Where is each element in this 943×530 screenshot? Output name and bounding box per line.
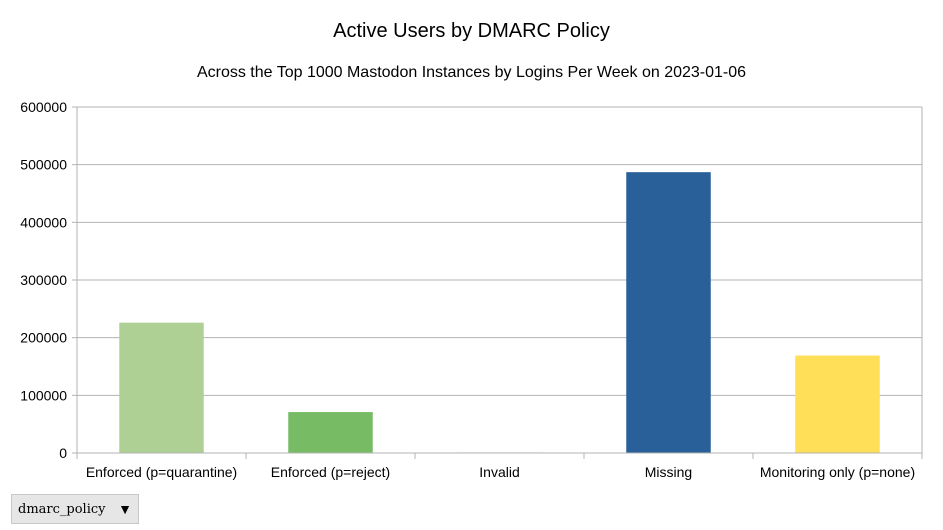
chart-title: Active Users by DMARC Policy bbox=[333, 20, 610, 42]
bar-monitoring-only-p-none bbox=[795, 355, 880, 453]
y-tick-label: 500000 bbox=[20, 157, 67, 173]
chart-subtitle: Across the Top 1000 Mastodon Instances b… bbox=[196, 64, 747, 81]
x-tick-labels: Enforced (p=quarantine) Enforced (p=rejec… bbox=[86, 464, 915, 480]
bar-enforced-p-quarantine bbox=[119, 322, 204, 453]
triangle-down-icon[interactable]: ▼ bbox=[118, 501, 132, 517]
bar-missing bbox=[626, 172, 711, 453]
y-tick-label: 600000 bbox=[20, 99, 67, 115]
y-tick-label: 200000 bbox=[20, 330, 67, 346]
x-tick-label: Monitoring only (p=none) bbox=[760, 464, 915, 480]
y-tick-label: 0 bbox=[59, 445, 67, 461]
y-tick-labels: 600000 500000 400000 300000 200000 100000 0 bbox=[20, 99, 67, 461]
x-tick-label: Invalid bbox=[479, 464, 519, 480]
bar-enforced-p-reject bbox=[288, 412, 373, 453]
y-tick-label: 400000 bbox=[20, 214, 67, 230]
bars bbox=[119, 172, 880, 453]
x-tick-label: Enforced (p=quarantine) bbox=[86, 464, 237, 480]
x-tick-label: Missing bbox=[645, 464, 692, 480]
y-tick-label: 100000 bbox=[20, 387, 67, 403]
axes bbox=[72, 106, 923, 459]
y-tick-label: 300000 bbox=[20, 272, 67, 288]
x-tick-label: Enforced (p=reject) bbox=[271, 464, 390, 480]
dmarc-policy-field-button[interactable]: dmarc_policy ▼ bbox=[11, 494, 139, 524]
field-button-label: dmarc_policy bbox=[18, 501, 106, 517]
